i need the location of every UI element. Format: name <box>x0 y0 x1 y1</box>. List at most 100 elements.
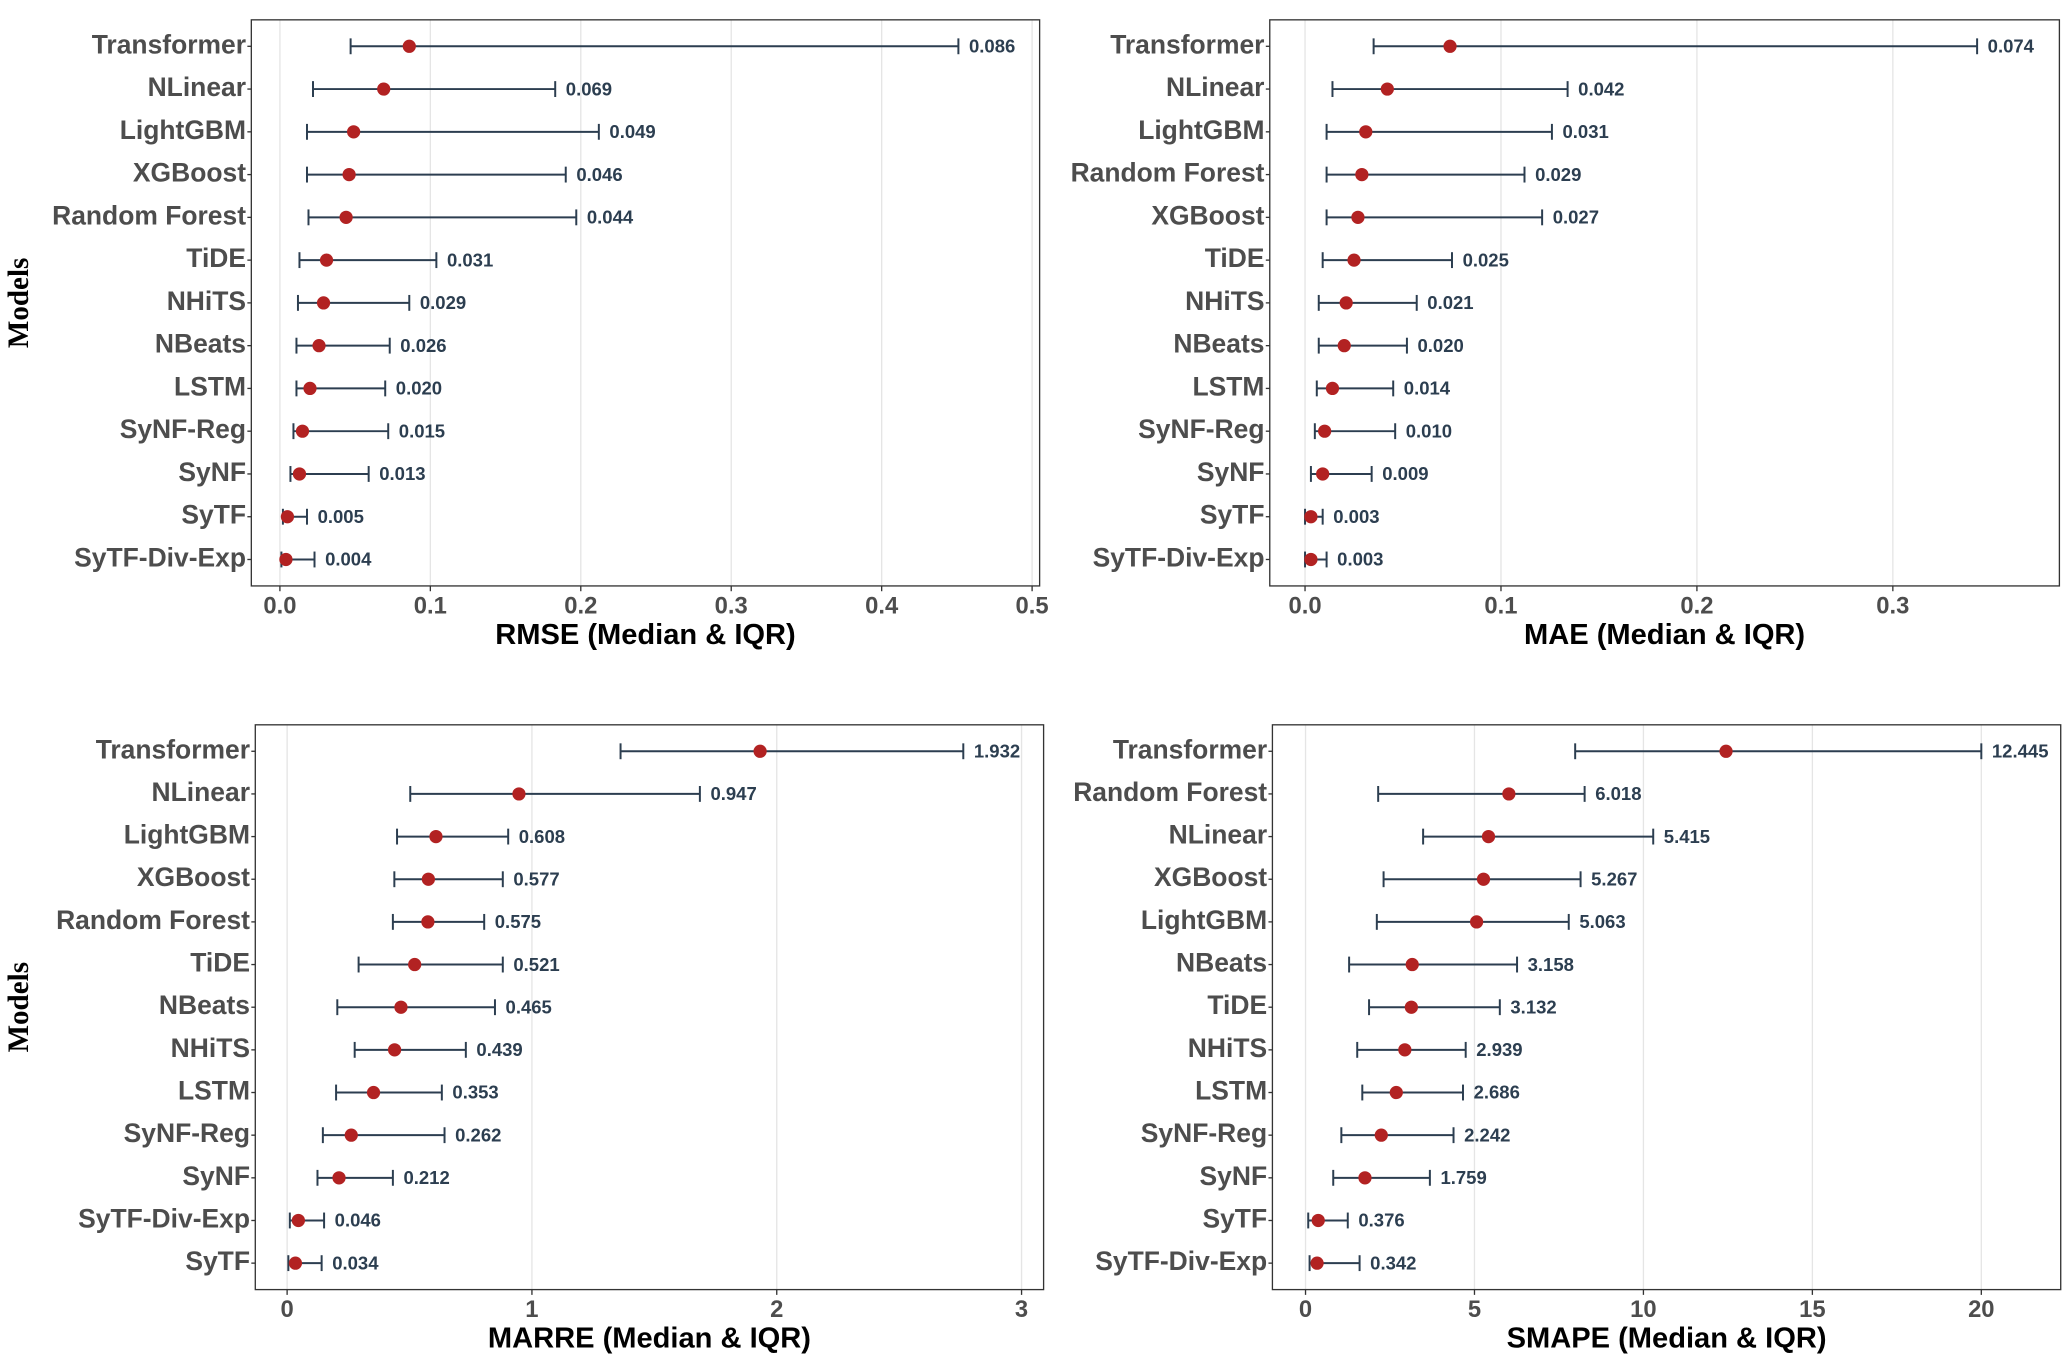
category-label: TiDE <box>1205 243 1265 273</box>
value-label: 3.132 <box>1510 996 1556 1017</box>
median-point <box>408 957 422 972</box>
category-label: SyNF-Reg <box>1138 414 1264 444</box>
median-point <box>1374 1128 1388 1142</box>
median-point <box>402 39 416 53</box>
value-label: 0.046 <box>335 1210 381 1231</box>
category-label: TiDE <box>186 243 246 273</box>
median-point <box>347 125 361 139</box>
median-point <box>339 210 353 224</box>
x-tick-label: 0 <box>280 1296 293 1323</box>
value-label: 5.063 <box>1579 911 1625 932</box>
category-label: XGBoost <box>1154 862 1267 892</box>
value-label: 0.342 <box>1370 1252 1416 1273</box>
value-label: 0.020 <box>1418 335 1464 356</box>
median-point <box>1304 552 1318 567</box>
category-label: SyTF <box>1202 1203 1267 1233</box>
category-label: TiDE <box>190 948 250 978</box>
category-label: LSTM <box>174 371 246 401</box>
value-label: 0.026 <box>400 335 446 356</box>
median-point <box>1389 1085 1403 1100</box>
x-tick-label: 0.0 <box>1288 592 1321 619</box>
median-point <box>316 296 331 310</box>
value-label: 0.020 <box>396 378 442 399</box>
median-point <box>295 424 310 438</box>
category-label: SyTF <box>1200 500 1265 530</box>
value-label: 0.042 <box>1578 78 1624 99</box>
x-tick-label: 20 <box>1968 1296 1994 1323</box>
median-point <box>292 467 307 481</box>
y-axis-title: Models <box>3 258 35 348</box>
median-point <box>429 829 443 844</box>
x-tick-label: 0.4 <box>865 592 899 619</box>
x-tick-label: 0.3 <box>1876 592 1909 619</box>
category-label: SyNF-Reg <box>1141 1118 1267 1148</box>
category-label: NHiTS <box>1188 1033 1267 1063</box>
category-label: XGBoost <box>1151 200 1264 230</box>
median-point <box>342 167 356 182</box>
median-point <box>394 1000 408 1014</box>
category-label: LightGBM <box>120 115 246 145</box>
value-label: 5.267 <box>1591 868 1637 889</box>
value-label: 0.031 <box>447 249 493 270</box>
value-label: 0.044 <box>587 207 634 228</box>
median-point <box>1316 467 1330 481</box>
category-label: NBeats <box>1176 948 1267 978</box>
category-label: Random Forest <box>1071 158 1265 188</box>
median-point <box>1311 1213 1325 1228</box>
category-label: Transformer <box>1113 734 1267 764</box>
category-label: SyTF-Div-Exp <box>78 1203 250 1233</box>
x-tick-label: 15 <box>1799 1296 1825 1323</box>
median-point <box>291 1213 305 1228</box>
median-point <box>1355 167 1369 182</box>
median-point <box>312 339 326 353</box>
value-label: 0.376 <box>1358 1210 1404 1231</box>
category-label: LightGBM <box>1141 905 1267 935</box>
value-label: 0.009 <box>1382 463 1428 484</box>
category-label: XGBoost <box>137 862 250 892</box>
value-label: 0.031 <box>1563 121 1609 142</box>
median-point <box>1380 82 1394 96</box>
value-label: 0.034 <box>332 1252 379 1273</box>
category-label: NLinear <box>1169 820 1267 850</box>
median-point <box>1325 381 1340 396</box>
category-label: NHiTS <box>1185 286 1264 316</box>
value-label: 0.015 <box>399 420 445 441</box>
x-axis-title: MAE (Median & IQR) <box>1524 619 1805 651</box>
category-label: SyTF <box>181 500 246 530</box>
median-point <box>1476 872 1491 886</box>
median-point <box>1304 510 1318 524</box>
category-label: LSTM <box>178 1076 250 1106</box>
value-label: 12.445 <box>1992 740 2049 761</box>
category-label: XGBoost <box>133 158 246 188</box>
value-label: 0.465 <box>506 996 552 1017</box>
median-point <box>1318 424 1332 438</box>
category-label: NLinear <box>152 777 250 807</box>
value-label: 0.353 <box>452 1082 498 1103</box>
x-tick-label: 3 <box>1015 1296 1028 1323</box>
category-label: LightGBM <box>124 820 250 850</box>
median-point <box>387 1043 402 1057</box>
value-label: 2.242 <box>1464 1124 1510 1145</box>
median-point <box>1502 787 1516 801</box>
value-label: 0.046 <box>576 164 622 185</box>
value-label: 0.021 <box>1427 292 1473 313</box>
value-label: 0.608 <box>519 826 565 847</box>
median-point <box>1405 957 1419 972</box>
value-label: 5.415 <box>1664 826 1710 847</box>
median-point <box>280 510 295 524</box>
x-tick-label: 0.5 <box>1016 592 1049 619</box>
panel: 0.0 0.1 0.2 0.3 Transformer 0.074 NLinear 0.042… <box>1071 19 2061 651</box>
category-label: SyNF-Reg <box>120 414 246 444</box>
category-label: SyNF-Reg <box>124 1118 250 1148</box>
median-point <box>303 381 317 396</box>
value-label: 0.013 <box>379 463 425 484</box>
y-axis-title: Models <box>3 962 35 1052</box>
value-label: 0.086 <box>969 36 1015 57</box>
x-axis-title: RMSE (Median & IQR) <box>495 619 795 651</box>
value-label: 0.439 <box>476 1039 522 1060</box>
category-label: SyTF-Div-Exp <box>1093 542 1265 572</box>
median-point <box>1359 125 1373 139</box>
category-label: NHiTS <box>171 1033 250 1063</box>
x-tick-label: 0 <box>1299 1296 1312 1323</box>
value-label: 0.947 <box>710 783 756 804</box>
